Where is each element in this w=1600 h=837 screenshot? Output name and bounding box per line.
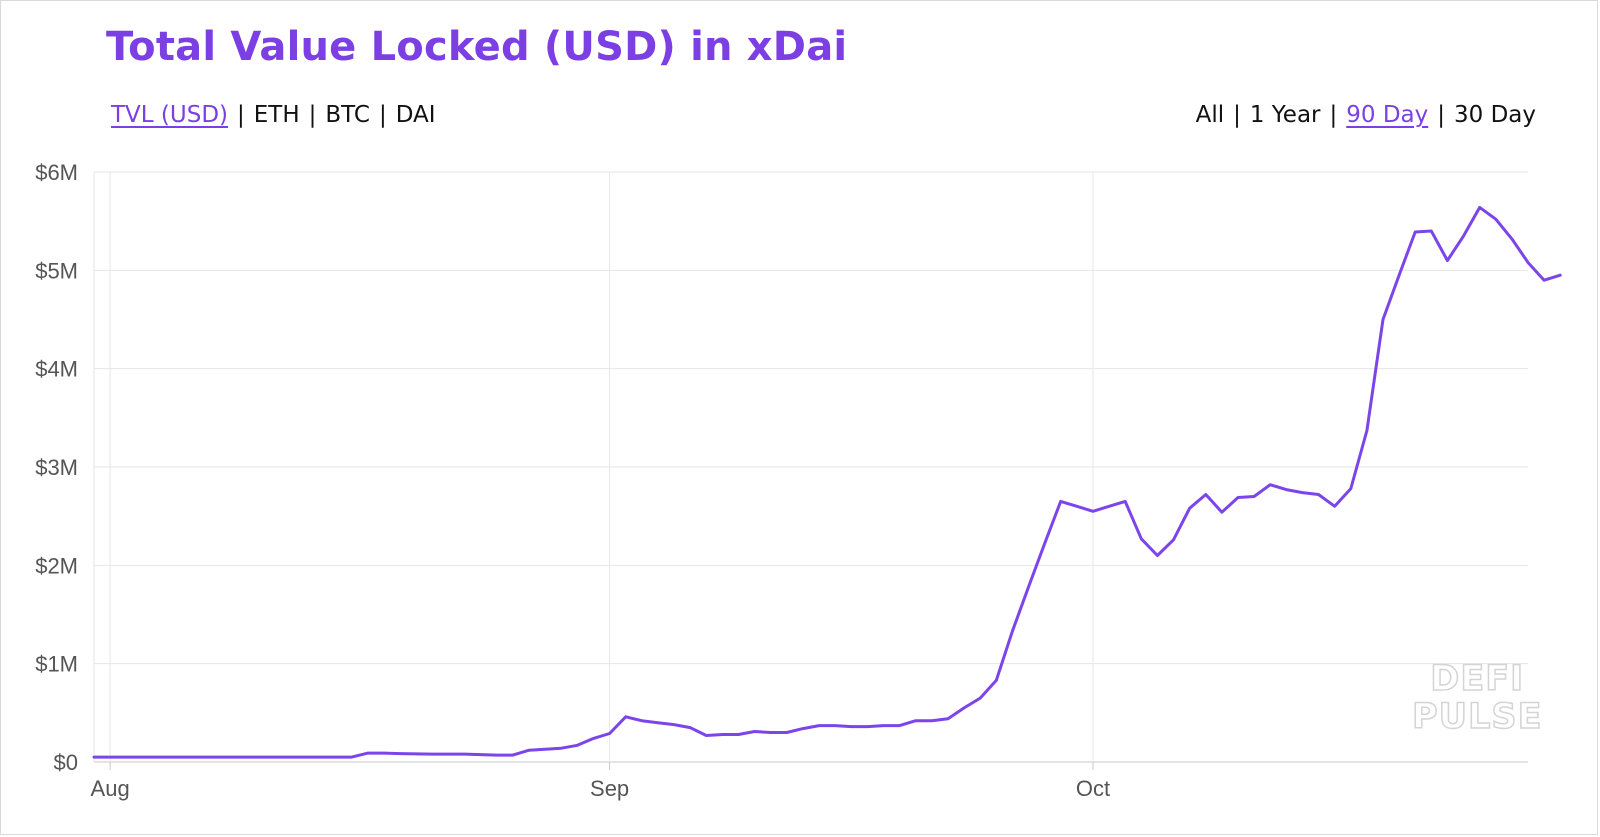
x-tick-label: Aug [91, 776, 130, 801]
x-tick-label: Oct [1076, 776, 1110, 801]
grid-layer [93, 171, 1528, 763]
y-tick-label: $5M [35, 258, 78, 283]
currency-option-eth[interactable]: ETH [253, 102, 300, 128]
y-tick-label: $2M [35, 553, 78, 578]
series-layer [92, 205, 1562, 759]
x-tick-label: Sep [590, 776, 629, 801]
y-tick-label: $0 [54, 750, 78, 775]
range-option-90-day[interactable]: 90 Day [1346, 102, 1429, 128]
range-option-all[interactable]: All [1195, 102, 1225, 128]
currency-option-dai[interactable]: DAI [395, 102, 436, 128]
separator: | [237, 102, 245, 128]
range-toggle-group: All | 1 Year | 90 Day | 30 Day [1196, 102, 1536, 128]
y-tick-label: $1M [35, 652, 78, 677]
y-tick-label: $3M [35, 455, 78, 480]
watermark-line-1: DEFI [1430, 659, 1525, 699]
y-tick-label: $6M [35, 160, 78, 185]
y-tick-label: $4M [35, 357, 78, 382]
range-option-30-day[interactable]: 30 Day [1454, 102, 1536, 128]
range-option-1-year[interactable]: 1 Year [1249, 102, 1321, 128]
separator: | [1437, 102, 1445, 128]
defi-pulse-watermark: DEFI PULSE [1411, 659, 1543, 737]
axis-layer: $0 $1M $2M $3M $4M $5M $6M Aug Sep Oct [35, 160, 1110, 801]
separator: | [1233, 102, 1241, 128]
watermark-line-2: PULSE [1411, 697, 1543, 737]
currency-toggle-group: TVL (USD) | ETH | BTC | DAI [111, 102, 436, 128]
separator: | [378, 102, 387, 128]
currency-option-tvl-usd[interactable]: TVL (USD) [111, 102, 228, 128]
chart-title: Total Value Locked (USD) in xDai [106, 24, 848, 70]
tvl-series-line [92, 205, 1562, 759]
separator: | [1329, 102, 1338, 128]
currency-option-btc[interactable]: BTC [325, 102, 370, 128]
separator: | [308, 102, 317, 128]
